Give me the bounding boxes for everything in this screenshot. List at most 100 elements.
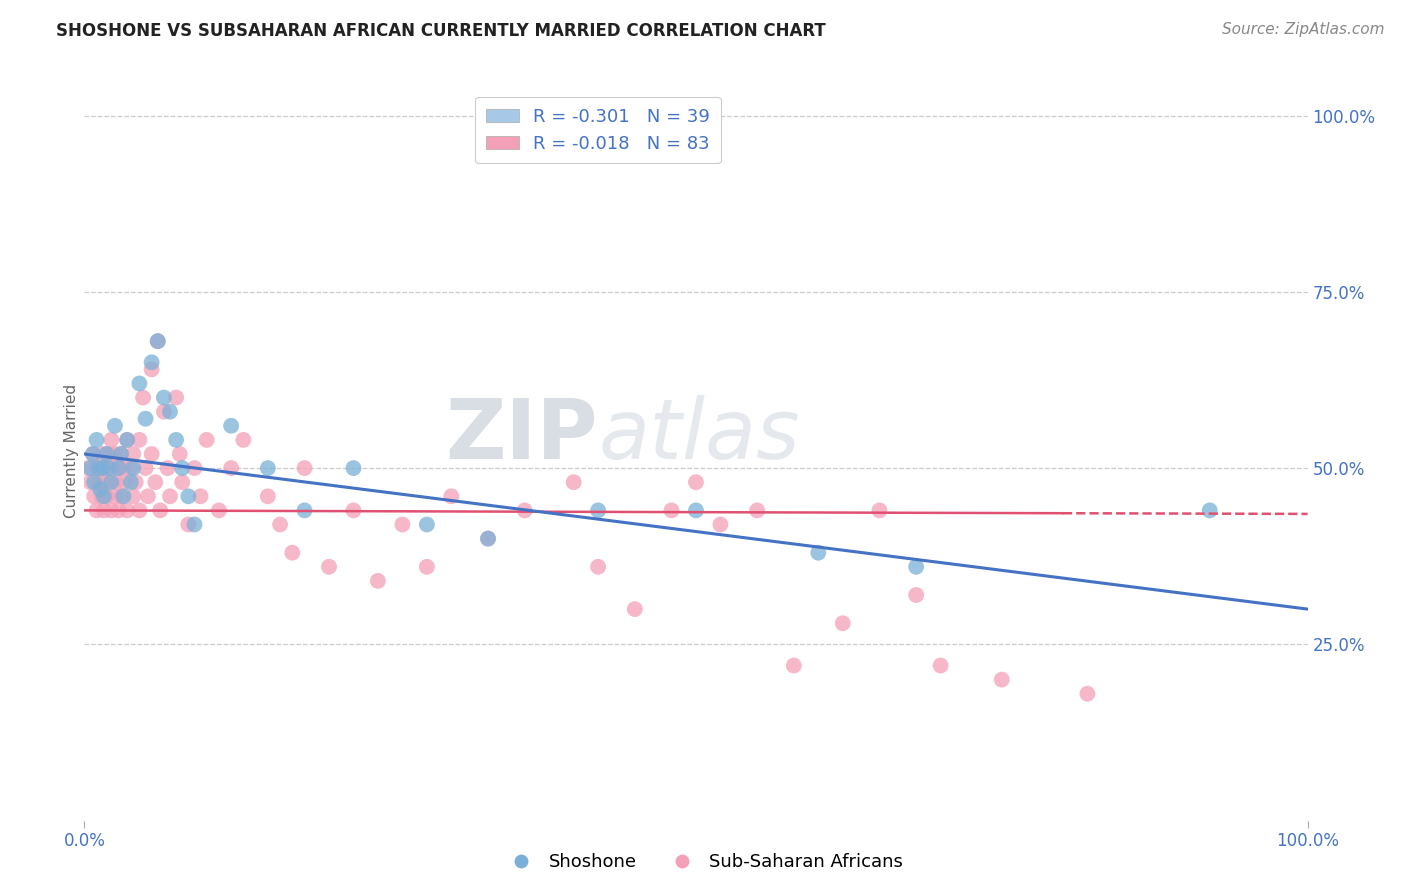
Point (110, 447, 132, 461)
Point (477, 532, 499, 546)
Point (100, 503, 122, 517)
Point (105, 475, 128, 490)
Point (86, 461, 108, 475)
Point (153, 405, 176, 419)
Point (128, 503, 150, 517)
Point (141, 447, 163, 461)
Point (586, 559, 609, 574)
Point (905, 588, 928, 602)
Point (165, 391, 187, 405)
Point (89, 482, 111, 496)
Point (807, 546, 830, 560)
Point (159, 405, 181, 419)
Point (93, 489, 115, 503)
Point (367, 574, 389, 588)
Point (905, 559, 928, 574)
Point (156, 461, 179, 475)
Point (146, 334, 169, 348)
Point (128, 376, 150, 391)
Point (79, 461, 101, 475)
Point (342, 461, 364, 475)
Point (122, 461, 145, 475)
Point (82, 447, 104, 461)
Point (128, 433, 150, 447)
Point (513, 503, 536, 517)
Point (77, 461, 100, 475)
Point (1198, 503, 1220, 517)
Point (115, 503, 138, 517)
Point (107, 461, 129, 475)
Point (149, 503, 172, 517)
Point (685, 475, 707, 490)
Point (115, 433, 138, 447)
Point (97, 475, 120, 490)
Point (416, 517, 439, 532)
Point (709, 517, 731, 532)
Point (100, 433, 122, 447)
Point (219, 418, 242, 433)
Point (831, 616, 853, 631)
Point (79, 475, 101, 490)
Point (143, 475, 166, 490)
Point (101, 461, 124, 475)
Text: SHOSHONE VS SUBSAHARAN AFRICAN CURRENTLY MARRIED CORRELATION CHART: SHOSHONE VS SUBSAHARAN AFRICAN CURRENTLY… (56, 22, 825, 40)
Point (135, 411, 157, 425)
Point (86, 433, 108, 447)
Text: ZIP: ZIP (446, 395, 598, 476)
Point (416, 559, 439, 574)
Point (183, 461, 205, 475)
Point (120, 461, 142, 475)
Point (136, 489, 159, 503)
Point (104, 489, 127, 503)
Point (172, 475, 194, 490)
Point (257, 461, 280, 475)
Point (195, 433, 218, 447)
Point (83, 475, 105, 490)
Point (141, 355, 163, 369)
Point (190, 489, 212, 503)
Point (122, 447, 145, 461)
Y-axis label: Currently Married: Currently Married (63, 384, 79, 517)
Point (112, 461, 135, 475)
Point (132, 391, 155, 405)
Point (342, 503, 364, 517)
Point (391, 517, 413, 532)
Point (115, 433, 138, 447)
Point (165, 433, 187, 447)
Point (90, 489, 112, 503)
Point (991, 673, 1014, 687)
Point (86, 503, 108, 517)
Point (114, 475, 136, 490)
Point (1076, 687, 1098, 701)
Point (562, 475, 585, 490)
Point (87, 475, 110, 490)
Point (141, 362, 163, 376)
Point (107, 461, 129, 475)
Point (177, 517, 200, 532)
Point (281, 546, 304, 560)
Point (318, 559, 340, 574)
Point (208, 503, 231, 517)
Point (96, 461, 118, 475)
Point (97, 461, 120, 475)
Point (294, 503, 316, 517)
Point (93, 503, 115, 517)
Point (685, 503, 707, 517)
Point (91, 447, 114, 461)
Text: atlas: atlas (598, 395, 800, 476)
Legend: R = -0.301   N = 39, R = -0.018   N = 83: R = -0.301 N = 39, R = -0.018 N = 83 (475, 96, 721, 163)
Legend: Shoshone, Sub-Saharan Africans: Shoshone, Sub-Saharan Africans (496, 847, 910, 879)
Point (624, 602, 647, 616)
Point (929, 658, 952, 673)
Point (100, 475, 122, 490)
Point (91, 461, 114, 475)
Point (96, 447, 118, 461)
Point (120, 475, 142, 490)
Point (159, 489, 181, 503)
Point (219, 461, 242, 475)
Point (153, 391, 176, 405)
Point (107, 503, 129, 517)
Point (91, 475, 114, 490)
Point (89, 461, 111, 475)
Point (146, 334, 169, 348)
